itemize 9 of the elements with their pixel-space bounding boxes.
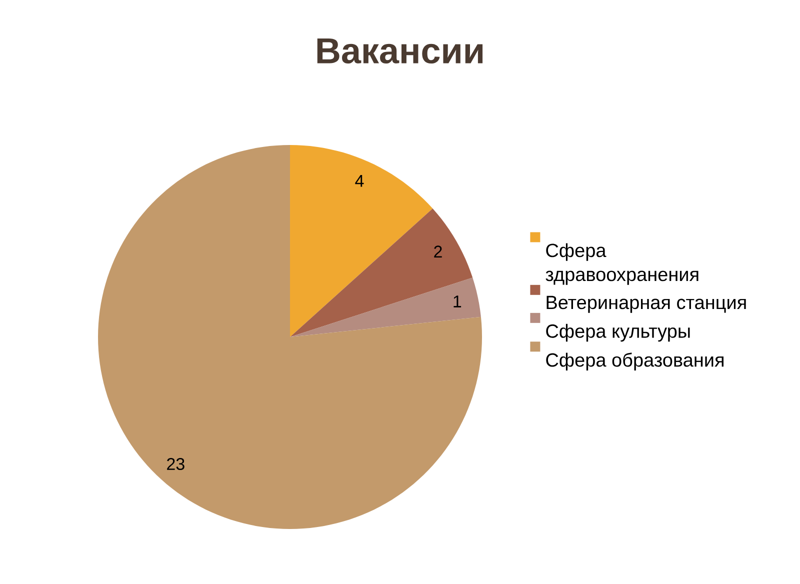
data-label: 23 [167, 458, 184, 470]
data-label: 1 [454, 296, 462, 308]
data-label: 2 [434, 246, 442, 258]
legend-label: Сфера образования [546, 352, 724, 371]
legend-label: Сфера здравоохранения [546, 243, 698, 285]
legend-label: Ветеринарная станция [546, 296, 746, 313]
legend-label: Сфера культуры [546, 324, 690, 342]
data-label: 4 [355, 175, 364, 187]
chart-title: Вакансии [317, 38, 483, 64]
